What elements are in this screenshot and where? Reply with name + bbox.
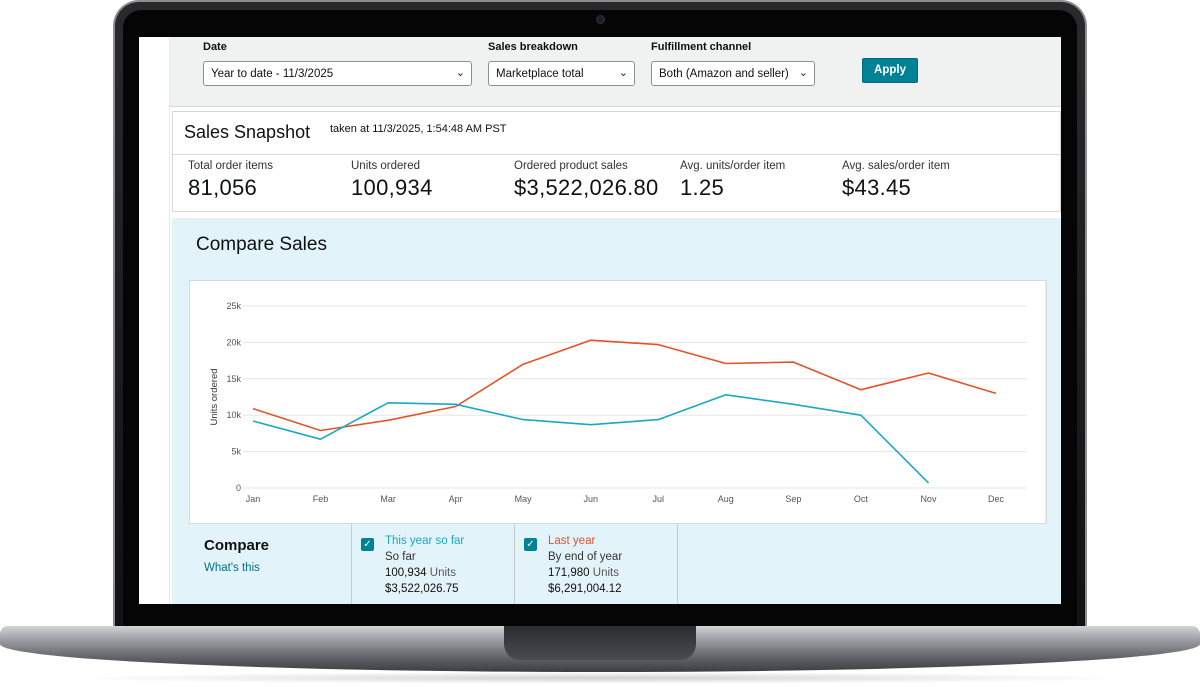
x-tick-label: May <box>515 494 533 504</box>
legend-title: This year so far <box>385 535 465 547</box>
legend-subtitle: So far <box>385 551 416 563</box>
legend-subtitle: By end of year <box>548 551 623 563</box>
legend-this-year: ✓ This year so far So far 100,934 Units … <box>351 524 514 604</box>
x-tick-label: Mar <box>380 494 396 504</box>
fulfillment-select[interactable]: Both (Amazon and seller) ⌄ <box>651 61 815 86</box>
x-tick-label: Sep <box>785 494 801 504</box>
y-tick-label: 15k <box>226 374 241 384</box>
y-tick-label: 20k <box>226 337 241 347</box>
breakdown-select-value: Marketplace total <box>496 68 584 80</box>
breakdown-filter-label: Sales breakdown <box>488 41 578 53</box>
units-value: 171,980 <box>548 567 590 579</box>
series-line <box>252 339 997 432</box>
x-tick-label: Dec <box>988 494 1005 504</box>
webcam-icon <box>596 15 605 24</box>
chevron-down-icon: ⌄ <box>618 67 628 79</box>
breakdown-select[interactable]: Marketplace total ⌄ <box>488 61 635 86</box>
units-word: Units <box>592 567 619 579</box>
units-word: Units <box>429 567 456 579</box>
y-tick-label: 0 <box>236 483 241 493</box>
metric-ordered-product-sales: Ordered product sales $3,522,026.80 <box>514 160 659 201</box>
x-tick-label: Feb <box>313 494 329 504</box>
metric-value: 81,056 <box>188 175 258 200</box>
x-tick-label: Jun <box>583 494 598 504</box>
compare-sales-section: Compare Sales 0 5k 10k 15k 20k 25k Jan Feb Mar Ap… <box>172 218 1061 604</box>
metric-total-order-items: Total order items 81,056 <box>188 160 273 201</box>
this-year-checkbox[interactable]: ✓ <box>361 538 374 551</box>
x-tick-label: Apr <box>449 494 463 504</box>
metric-value: $3,522,026.80 <box>514 175 659 200</box>
left-nav-strip <box>139 37 170 604</box>
chevron-down-icon: ⌄ <box>798 67 808 79</box>
date-select-value: Year to date - 11/3/2025 <box>211 68 334 80</box>
x-tick-label: Oct <box>854 494 869 504</box>
metric-value: 100,934 <box>351 175 433 200</box>
compare-sales-title: Compare Sales <box>196 234 327 255</box>
screen: Date Year to date - 11/3/2025 ⌄ Sales br… <box>139 37 1061 604</box>
legend-units: 171,980 Units <box>548 567 619 579</box>
legend-title: Last year <box>548 535 596 547</box>
snapshot-timestamp: taken at 11/3/2025, 1:54:48 AM PST <box>330 123 507 135</box>
metric-label: Total order items <box>188 160 274 172</box>
y-axis-label: Units ordered <box>209 368 220 425</box>
y-tick-label: 25k <box>226 301 241 311</box>
compare-label: Compare <box>204 537 270 554</box>
fulfillment-filter-label: Fulfillment channel <box>651 41 752 53</box>
x-tick-label: Aug <box>718 494 734 504</box>
legend-divider <box>677 524 688 604</box>
x-tick-label: Jul <box>653 494 665 504</box>
legend-units: 100,934 Units <box>385 567 456 579</box>
compare-legend: Compare What's this ✓ This year so far S… <box>189 524 1047 604</box>
units-value: 100,934 <box>385 567 427 579</box>
date-select[interactable]: Year to date - 11/3/2025 ⌄ <box>203 61 472 86</box>
last-year-checkbox[interactable]: ✓ <box>524 538 537 551</box>
legend-last-year: ✓ Last year By end of year 171,980 Units… <box>514 524 677 604</box>
y-tick-label: 5k <box>231 447 241 457</box>
metric-value: 1.25 <box>680 175 725 200</box>
fulfillment-select-value: Both (Amazon and seller) <box>659 68 789 80</box>
metric-value: $43.45 <box>842 175 912 200</box>
legend-sales: $3,522,026.75 <box>385 583 459 595</box>
metric-label: Ordered product sales <box>514 160 628 172</box>
apply-button[interactable]: Apply <box>862 58 918 83</box>
chevron-down-icon: ⌄ <box>455 67 465 79</box>
laptop-shadow <box>60 672 1140 684</box>
whats-this-link[interactable]: What's this <box>204 562 260 574</box>
date-filter-label: Date <box>203 41 227 53</box>
metric-avg-units: Avg. units/order item 1.25 <box>680 160 785 201</box>
series-line <box>252 394 930 484</box>
metric-label: Avg. units/order item <box>680 160 786 172</box>
snapshot-header: Sales Snapshot taken at 11/3/2025, 1:54:… <box>173 112 1060 155</box>
laptop-hinge-notch <box>504 626 696 660</box>
metric-label: Avg. sales/order item <box>842 160 950 172</box>
y-tick-label: 10k <box>226 410 241 420</box>
compare-chart: 0 5k 10k 15k 20k 25k Jan Feb Mar Apr May Jun Jul Aug S… <box>189 280 1047 524</box>
metric-units-ordered: Units ordered 100,934 <box>351 160 433 201</box>
legend-sales: $6,291,004.12 <box>548 583 622 595</box>
line-chart: 0 5k 10k 15k 20k 25k Jan Feb Mar Apr May Jun Jul Aug S… <box>209 281 1046 523</box>
x-tick-label: Jan <box>246 494 261 504</box>
metric-label: Units ordered <box>351 160 421 172</box>
snapshot-title: Sales Snapshot <box>184 122 311 142</box>
sales-snapshot-panel: Sales Snapshot taken at 11/3/2025, 1:54:… <box>172 111 1061 212</box>
filter-panel: Date Year to date - 11/3/2025 ⌄ Sales br… <box>170 37 1061 107</box>
x-tick-label: Nov <box>920 494 937 504</box>
metric-avg-sales: Avg. sales/order item $43.45 <box>842 160 950 201</box>
